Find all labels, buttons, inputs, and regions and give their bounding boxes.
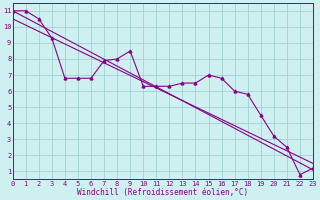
X-axis label: Windchill (Refroidissement éolien,°C): Windchill (Refroidissement éolien,°C) xyxy=(77,188,248,197)
